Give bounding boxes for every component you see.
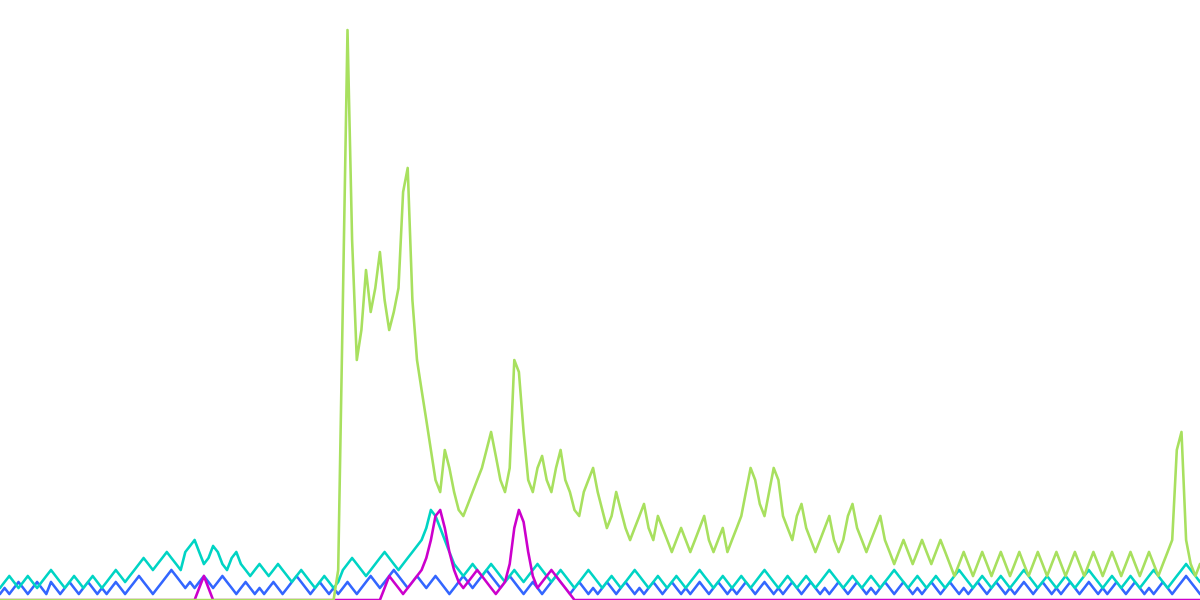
- series-cyan: [0, 510, 1200, 588]
- series-green: [0, 30, 1200, 600]
- line-chart: [0, 0, 1200, 600]
